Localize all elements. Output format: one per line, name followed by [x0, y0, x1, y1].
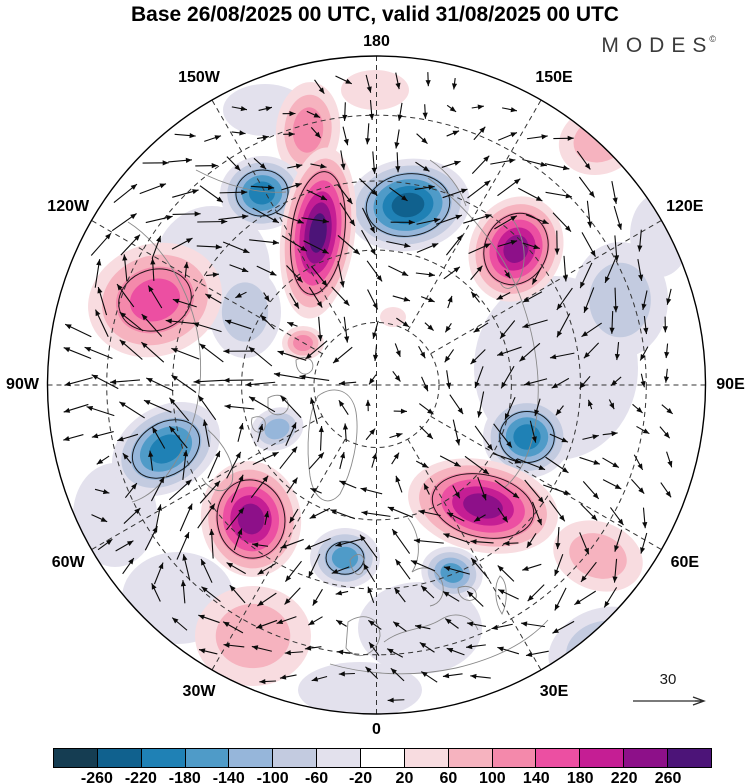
colorbar-tick-label: 180: [566, 770, 594, 783]
colorbar-cell: [361, 749, 405, 767]
colorbar-cell: [404, 749, 449, 767]
longitude-label-0: 0: [372, 721, 381, 738]
longitude-label-150W: 150W: [178, 68, 220, 86]
colorbar-cell: [317, 749, 362, 767]
colorbar-tick-label: -100: [256, 770, 289, 783]
page-title: Base 26/08/2025 00 UTC, valid 31/08/2025…: [131, 3, 619, 26]
colorbar-cell: [492, 749, 537, 767]
longitude-label-60W: 60W: [51, 554, 85, 571]
colorbar-tick-label: 260: [654, 770, 682, 783]
longitude-label-30W: 30W: [182, 683, 216, 701]
longitude-label-30E: 30E: [539, 683, 569, 701]
colorbar: [53, 748, 712, 768]
colorbar-tick-label: 100: [478, 770, 506, 783]
modes-logo: MODES©: [601, 34, 716, 58]
longitude-label-150E: 150E: [535, 68, 573, 86]
colorbar-tick-label: -180: [168, 770, 201, 783]
colorbar-cell: [185, 749, 230, 767]
colorbar-tick-label: 60: [439, 770, 458, 783]
coastlines: [127, 159, 549, 675]
colorbar-tick-label: 20: [395, 770, 414, 783]
longitude-label-120E: 120E: [666, 198, 704, 215]
colorbar-cell: [536, 749, 581, 767]
colorbar-cell: [448, 749, 493, 767]
colorbar-cell: [668, 749, 711, 767]
colorbar-cell: [624, 749, 669, 767]
vector-scale-label: 30: [659, 671, 677, 688]
colorbar-tick-label: -220: [124, 770, 157, 783]
longitude-label-60E: 60E: [670, 554, 700, 571]
colorbar-tick-label: -140: [212, 770, 245, 783]
colorbar-tick-label: 220: [610, 770, 638, 783]
colorbar-cell: [141, 749, 186, 767]
longitude-label-180: 180: [363, 33, 390, 50]
colorbar-tick-label: -20: [348, 770, 373, 783]
colorbar-cell: [54, 749, 98, 767]
logo-text: MODES: [601, 34, 714, 57]
longitude-label-90E: 90E: [716, 376, 745, 393]
colorbar-tick-label: -60: [305, 770, 329, 783]
longitude-label-120W: 120W: [47, 198, 90, 215]
colorbar-cell: [97, 749, 142, 767]
vector-scale-arrow: [633, 696, 706, 706]
colorbar-cell: [229, 749, 274, 767]
colorbar-cell: [580, 749, 625, 767]
longitude-label-90W: 90W: [6, 376, 39, 393]
graticule: [48, 56, 705, 714]
colorbar-tick-label: 140: [522, 770, 550, 783]
wind-vectors: [63, 72, 674, 703]
copyright-icon: ©: [709, 34, 716, 44]
colorbar-cell: [273, 749, 318, 767]
colorbar-tick-label: -260: [80, 770, 113, 783]
map-outline: [46, 55, 707, 715]
